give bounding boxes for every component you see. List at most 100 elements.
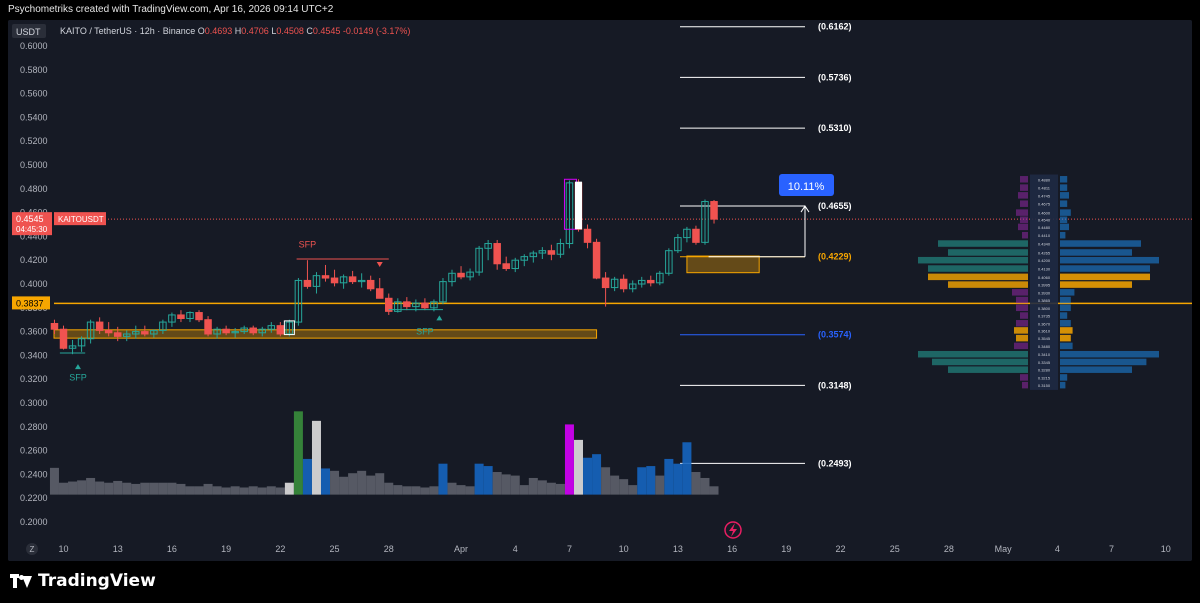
volume-profile-price: 0.3670 [1038,321,1051,326]
price-chart[interactable]: USDT KAITO / TetherUS · 12h · Binance O0.… [8,20,1192,561]
x-tick-label: 13 [673,544,683,554]
volume-bar [709,486,719,495]
candle-body [619,278,628,290]
supply-demand-zone [686,255,760,274]
volume-bar [528,477,538,495]
volume-bar [86,477,96,495]
candle-body [357,279,366,283]
y-tick-label: 0.2000 [20,517,48,527]
x-tick-label: 25 [330,544,340,554]
timezone-icon [26,543,38,555]
volume-bar [212,486,222,495]
volume-profile-bar-right [1060,209,1071,216]
y-tick-label: 0.4000 [20,279,48,289]
support-level-label: 0.3837 [16,298,44,308]
volume-bar [583,457,593,495]
fib-level-label: (0.3148) [818,380,852,390]
candle-body [565,182,574,245]
x-tick-label: 19 [781,544,791,554]
candle-body [276,325,285,335]
volume-bar [302,458,312,495]
candle-body [195,312,203,321]
volume-profile-bar-right [1060,342,1073,350]
ohlc-change: -0.0149 (-3.17%) [343,26,411,36]
candle-body [547,250,556,255]
volume-bar [700,477,710,495]
volume-bar [420,487,430,495]
volume-profile-bar-left [1014,327,1028,334]
candle-body [701,201,709,243]
candle-body [213,328,221,335]
candle-body [122,333,131,337]
candle-body [339,276,348,284]
volume-bar [375,473,385,495]
volume-profile-bar-right [1060,273,1150,281]
volume-profile-bar-right [1060,176,1068,183]
y-tick-label: 0.2800 [20,422,48,432]
volume-profile-price: 0.4880 [1038,177,1051,182]
candle-body [628,283,637,290]
volume-profile-bar-right [1060,256,1159,264]
x-tick-label: 16 [167,544,177,554]
volume-profile-price: 0.4200 [1038,258,1051,263]
volume-profile-bar-left [1020,184,1028,191]
volume-profile-price: 0.3480 [1038,344,1051,349]
ohlc-l-value: 0.4508 [276,26,306,36]
volume-profile-bar-left [1016,304,1028,312]
y-tick-label: 0.4400 [20,231,48,241]
volume-profile-bar-right [1060,350,1159,358]
volume-bar [456,485,466,495]
support-level-tag [12,296,50,310]
x-tick-label: 10 [619,544,629,554]
y-tick-label: 0.3400 [20,350,48,360]
y-tick-label: 0.5400 [20,112,48,122]
volume-bar [474,463,484,495]
candle-body [538,250,547,254]
candle-body [141,331,149,335]
volume-bar [501,474,511,495]
sfp-up-arrow [436,315,443,321]
x-tick-label: 4 [1055,544,1060,554]
volume-bar [104,482,114,495]
candle-body [592,241,601,279]
candle-body [204,319,212,335]
volume-profile-bar-right [1060,265,1150,272]
volume-profile-bar-left [1012,289,1028,296]
ohlc-c-value: 0.4545 [313,26,343,36]
candle-body [249,327,257,334]
volume-profile-bar-right [1060,366,1132,373]
volume-bar [429,486,439,495]
tradingview-logo[interactable]: TradingView [10,571,156,591]
volume-bar [257,487,267,495]
volume-bar [348,473,358,495]
volume-bar [555,483,565,495]
ohlc-c-label: C [306,26,313,36]
candle-body [475,247,483,273]
candle-body [385,297,393,312]
candle-body [439,281,447,303]
candle-body [511,259,519,270]
volume-profile-bar-left [1014,342,1028,350]
candle-body [493,243,501,265]
sfp-annotation: SFP [69,372,87,382]
volume-bar [637,467,647,495]
volume-bar [185,486,195,495]
volume-bar [122,482,132,495]
candle-body [77,338,86,347]
volume-bar [68,481,78,495]
measure-label: 10.11% [788,181,825,193]
volume-bar [610,475,620,495]
y-tick-label: 0.5200 [20,136,48,146]
volume-profile-price: 0.3800 [1038,306,1051,311]
candle-body [583,228,592,243]
volume-profile-price: 0.4600 [1038,211,1051,216]
candle-body [656,272,664,284]
chart-frame[interactable]: USDT KAITO / TetherUS · 12h · Binance O0.… [8,20,1192,561]
volume-profile-bar-left [1020,312,1028,319]
candle-body [601,277,610,289]
candle-body [412,302,420,308]
candle-body [647,279,655,284]
candle-body [95,321,104,331]
candle-body [674,237,682,252]
volume-profile-price: 0.4265 [1038,250,1051,255]
